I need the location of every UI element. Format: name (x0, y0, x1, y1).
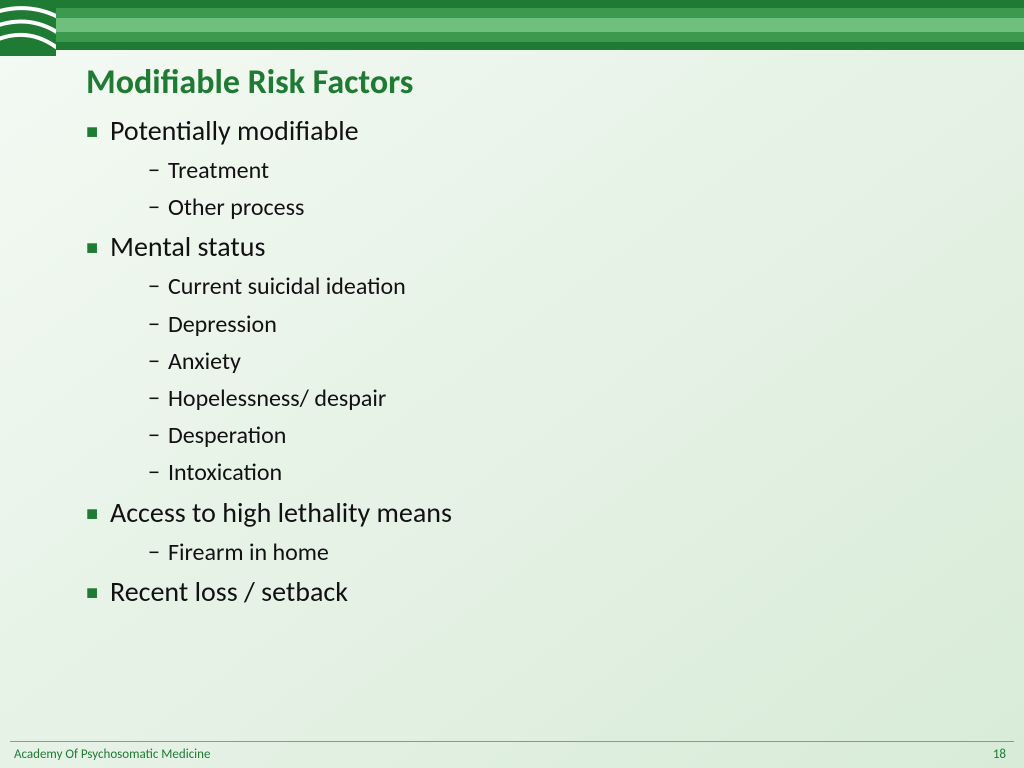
dash-bullet-icon: − (148, 380, 160, 417)
list-item-label: Potentially modifiable (110, 110, 359, 152)
square-bullet-icon: ■ (86, 578, 100, 608)
header-stripe (0, 32, 1024, 42)
list-subitem: −Other process (148, 189, 984, 226)
logo-icon (0, 0, 56, 56)
header-stripe (0, 0, 1024, 8)
dash-bullet-icon: − (148, 152, 160, 189)
list-subitem-label: Anxiety (168, 343, 241, 380)
list-subitem-label: Depression (168, 306, 277, 343)
slide-title: Modifiable Risk Factors (86, 62, 413, 103)
footer-org: Academy Of Psychosomatic Medicine (14, 747, 210, 762)
square-bullet-icon: ■ (86, 233, 100, 263)
dash-bullet-icon: − (148, 417, 160, 454)
header-stripe (0, 8, 1024, 18)
list-subitem: −Current suicidal ideation (148, 268, 984, 305)
header-stripe (0, 42, 1024, 50)
list-item-label: Mental status (110, 226, 265, 268)
list-item: ■ Access to high lethality means (86, 492, 984, 534)
square-bullet-icon: ■ (86, 117, 100, 147)
list-item: ■ Mental status (86, 226, 984, 268)
footer-divider (10, 741, 1014, 742)
list-subitem-label: Intoxication (168, 454, 282, 491)
dash-bullet-icon: − (148, 306, 160, 343)
dash-bullet-icon: − (148, 189, 160, 226)
dash-bullet-icon: − (148, 268, 160, 305)
header-stripe (0, 18, 1024, 32)
header-bar (0, 0, 1024, 50)
list-item: ■ Potentially modifiable (86, 110, 984, 152)
dash-bullet-icon: − (148, 454, 160, 491)
list-subitem: −Desperation (148, 417, 984, 454)
list-subitem: −Depression (148, 306, 984, 343)
list-item-label: Recent loss / setback (110, 571, 348, 613)
dash-bullet-icon: − (148, 534, 160, 571)
list-subitem-label: Treatment (168, 152, 269, 189)
list-subitem-label: Firearm in home (168, 534, 329, 571)
list-subitem: −Hopelessness/ despair (148, 380, 984, 417)
footer-page-number: 18 (993, 747, 1006, 762)
list-item: ■ Recent loss / setback (86, 571, 984, 613)
list-subitem-label: Other process (168, 189, 304, 226)
list-subitem: −Anxiety (148, 343, 984, 380)
list-subitem: −Firearm in home (148, 534, 984, 571)
list-subitem-label: Desperation (168, 417, 286, 454)
list-subitem-label: Current suicidal ideation (168, 268, 406, 305)
square-bullet-icon: ■ (86, 499, 100, 529)
dash-bullet-icon: − (148, 343, 160, 380)
list-subitem-label: Hopelessness/ despair (168, 380, 386, 417)
list-subitem: −Treatment (148, 152, 984, 189)
list-subitem: −Intoxication (148, 454, 984, 491)
content-list: ■Potentially modifiable−Treatment−Other … (86, 110, 984, 613)
list-item-label: Access to high lethality means (110, 492, 452, 534)
slide: Modifiable Risk Factors ■ Potentially mod… (0, 0, 1024, 768)
